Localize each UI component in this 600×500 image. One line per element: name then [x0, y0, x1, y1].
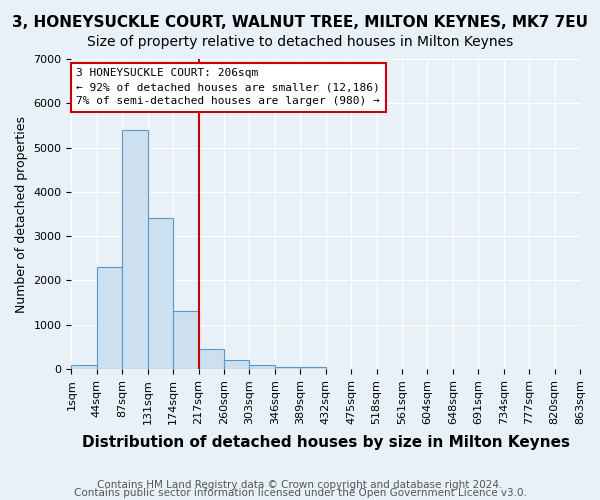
Text: Size of property relative to detached houses in Milton Keynes: Size of property relative to detached ho… [87, 35, 513, 49]
Bar [173, 312, 199, 369]
Text: Contains public sector information licensed under the Open Government Licence v3: Contains public sector information licen… [74, 488, 526, 498]
Bar [97, 267, 122, 369]
Bar [250, 366, 275, 369]
Bar [148, 218, 173, 369]
Text: 3, HONEYSUCKLE COURT, WALNUT TREE, MILTON KEYNES, MK7 7EU: 3, HONEYSUCKLE COURT, WALNUT TREE, MILTO… [12, 15, 588, 30]
Text: Contains HM Land Registry data © Crown copyright and database right 2024.: Contains HM Land Registry data © Crown c… [97, 480, 503, 490]
Y-axis label: Number of detached properties: Number of detached properties [15, 116, 28, 312]
Bar [275, 367, 300, 369]
Text: 3 HONEYSUCKLE COURT: 206sqm
← 92% of detached houses are smaller (12,186)
7% of : 3 HONEYSUCKLE COURT: 206sqm ← 92% of det… [76, 68, 380, 106]
Bar [300, 368, 326, 369]
Bar [122, 130, 148, 369]
X-axis label: Distribution of detached houses by size in Milton Keynes: Distribution of detached houses by size … [82, 435, 570, 450]
Bar [224, 360, 250, 369]
Bar [199, 349, 224, 369]
Bar [71, 364, 97, 369]
